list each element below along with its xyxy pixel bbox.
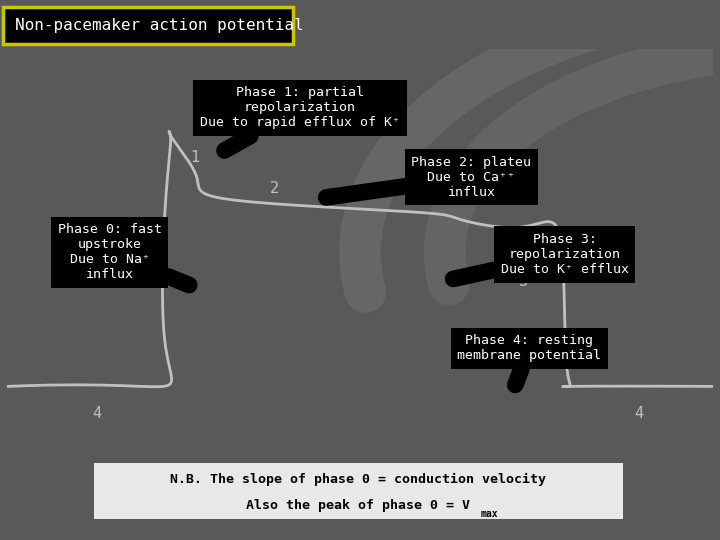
Text: Phase 0: fast
upstroke
Due to Na⁺
influx: Phase 0: fast upstroke Due to Na⁺ influx <box>58 224 189 285</box>
Text: Phase 3:
repolarization
Due to K⁺ efflux: Phase 3: repolarization Due to K⁺ efflux <box>453 233 629 279</box>
FancyBboxPatch shape <box>3 8 293 44</box>
Text: 1: 1 <box>190 150 199 165</box>
Text: max: max <box>481 509 498 519</box>
Text: Non-pacemaker action potential: Non-pacemaker action potential <box>15 18 304 33</box>
Text: Phase 4: resting
membrane potential: Phase 4: resting membrane potential <box>457 334 601 385</box>
Text: N.B. The slope of phase 0 = conduction velocity: N.B. The slope of phase 0 = conduction v… <box>170 473 546 487</box>
Text: 0: 0 <box>155 262 164 278</box>
Text: 4: 4 <box>634 406 643 421</box>
Text: Phase 1: partial
repolarization
Due to rapid efflux of K⁺: Phase 1: partial repolarization Due to r… <box>200 86 400 151</box>
Text: Also the peak of phase 0 = V: Also the peak of phase 0 = V <box>246 499 470 512</box>
FancyBboxPatch shape <box>78 461 639 521</box>
Text: 3: 3 <box>519 274 528 289</box>
Text: 4: 4 <box>91 406 101 421</box>
Text: 2: 2 <box>270 181 279 196</box>
Text: Phase 2: plateu
Due to Ca⁺⁺
influx: Phase 2: plateu Due to Ca⁺⁺ influx <box>326 156 531 199</box>
